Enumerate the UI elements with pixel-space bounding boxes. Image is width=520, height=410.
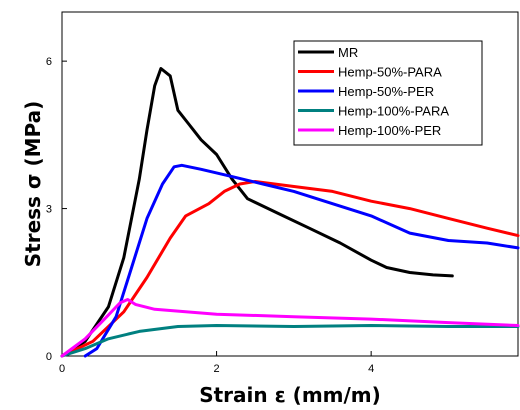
legend-label-3: Hemp-100%-PARA — [338, 104, 449, 119]
x-tick-label: 0 — [59, 363, 65, 375]
series-line-4 — [60, 298, 520, 358]
y-tick-label: 3 — [46, 204, 52, 216]
legend-items: MR Hemp-50%-PARA Hemp-50%-PER Hemp-100%-PAR… — [298, 45, 449, 138]
legend: MR Hemp-50%-PARA Hemp-50%-PER Hemp-100%-PAR… — [293, 40, 483, 146]
legend-label-4: Hemp-100%-PER — [338, 123, 441, 138]
legend-label-2: Hemp-50%-PER — [338, 84, 434, 99]
x-tick-label: 4 — [368, 363, 374, 375]
series-line-1 — [60, 180, 520, 358]
plot-frame — [61, 11, 519, 357]
legend-label-0: MR — [338, 45, 358, 60]
x-tick-label: 2 — [214, 363, 220, 375]
y-tick-label: 6 — [46, 56, 52, 68]
x-axis-title: Strain ε (mm/m) — [199, 383, 381, 407]
series-line-2 — [83, 163, 520, 358]
y-axis-title: Stress σ (MPa) — [21, 101, 45, 268]
y-tick-label: 0 — [46, 351, 52, 363]
series-line-0 — [60, 67, 454, 358]
legend-label-1: Hemp-50%-PARA — [338, 65, 442, 80]
series-group — [60, 67, 520, 358]
series-line-3 — [60, 324, 520, 358]
legend-box — [293, 40, 483, 146]
